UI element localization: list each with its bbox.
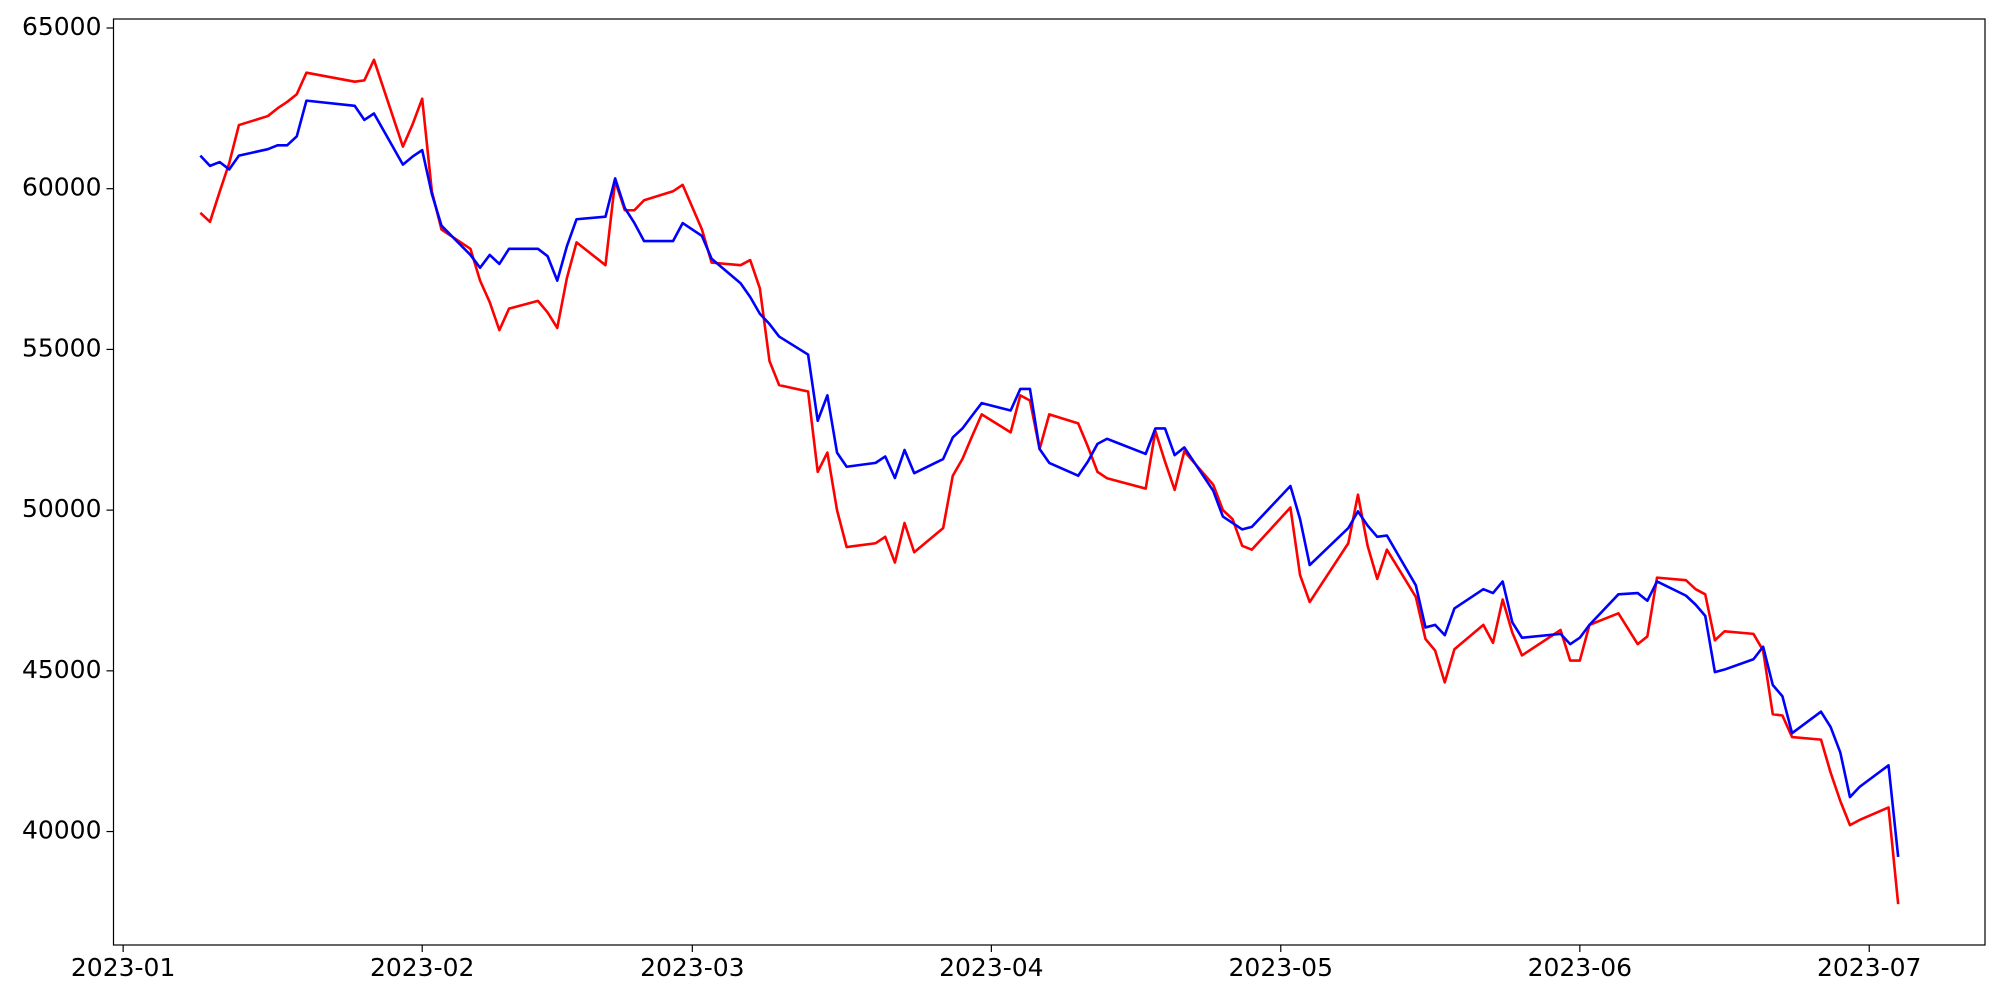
x-tick-label: 2023-05 [1229, 953, 1333, 982]
x-tick-label: 2023-02 [370, 953, 474, 982]
y-tick-label: 65000 [22, 12, 102, 41]
x-tick-label: 2023-04 [939, 953, 1043, 982]
y-tick-label: 55000 [22, 333, 102, 362]
y-tick-label: 40000 [22, 816, 102, 845]
x-tick-label: 2023-07 [1817, 953, 1921, 982]
y-tick-label: 50000 [22, 494, 102, 523]
x-tick-label: 2023-01 [71, 953, 175, 982]
x-tick-label: 2023-06 [1528, 953, 1632, 982]
x-tick-label: 2023-03 [640, 953, 744, 982]
series-line [199, 99, 1900, 858]
y-tick-label: 45000 [22, 655, 102, 684]
y-tick-label: 60000 [22, 173, 102, 202]
plot-frame [112, 18, 1986, 946]
